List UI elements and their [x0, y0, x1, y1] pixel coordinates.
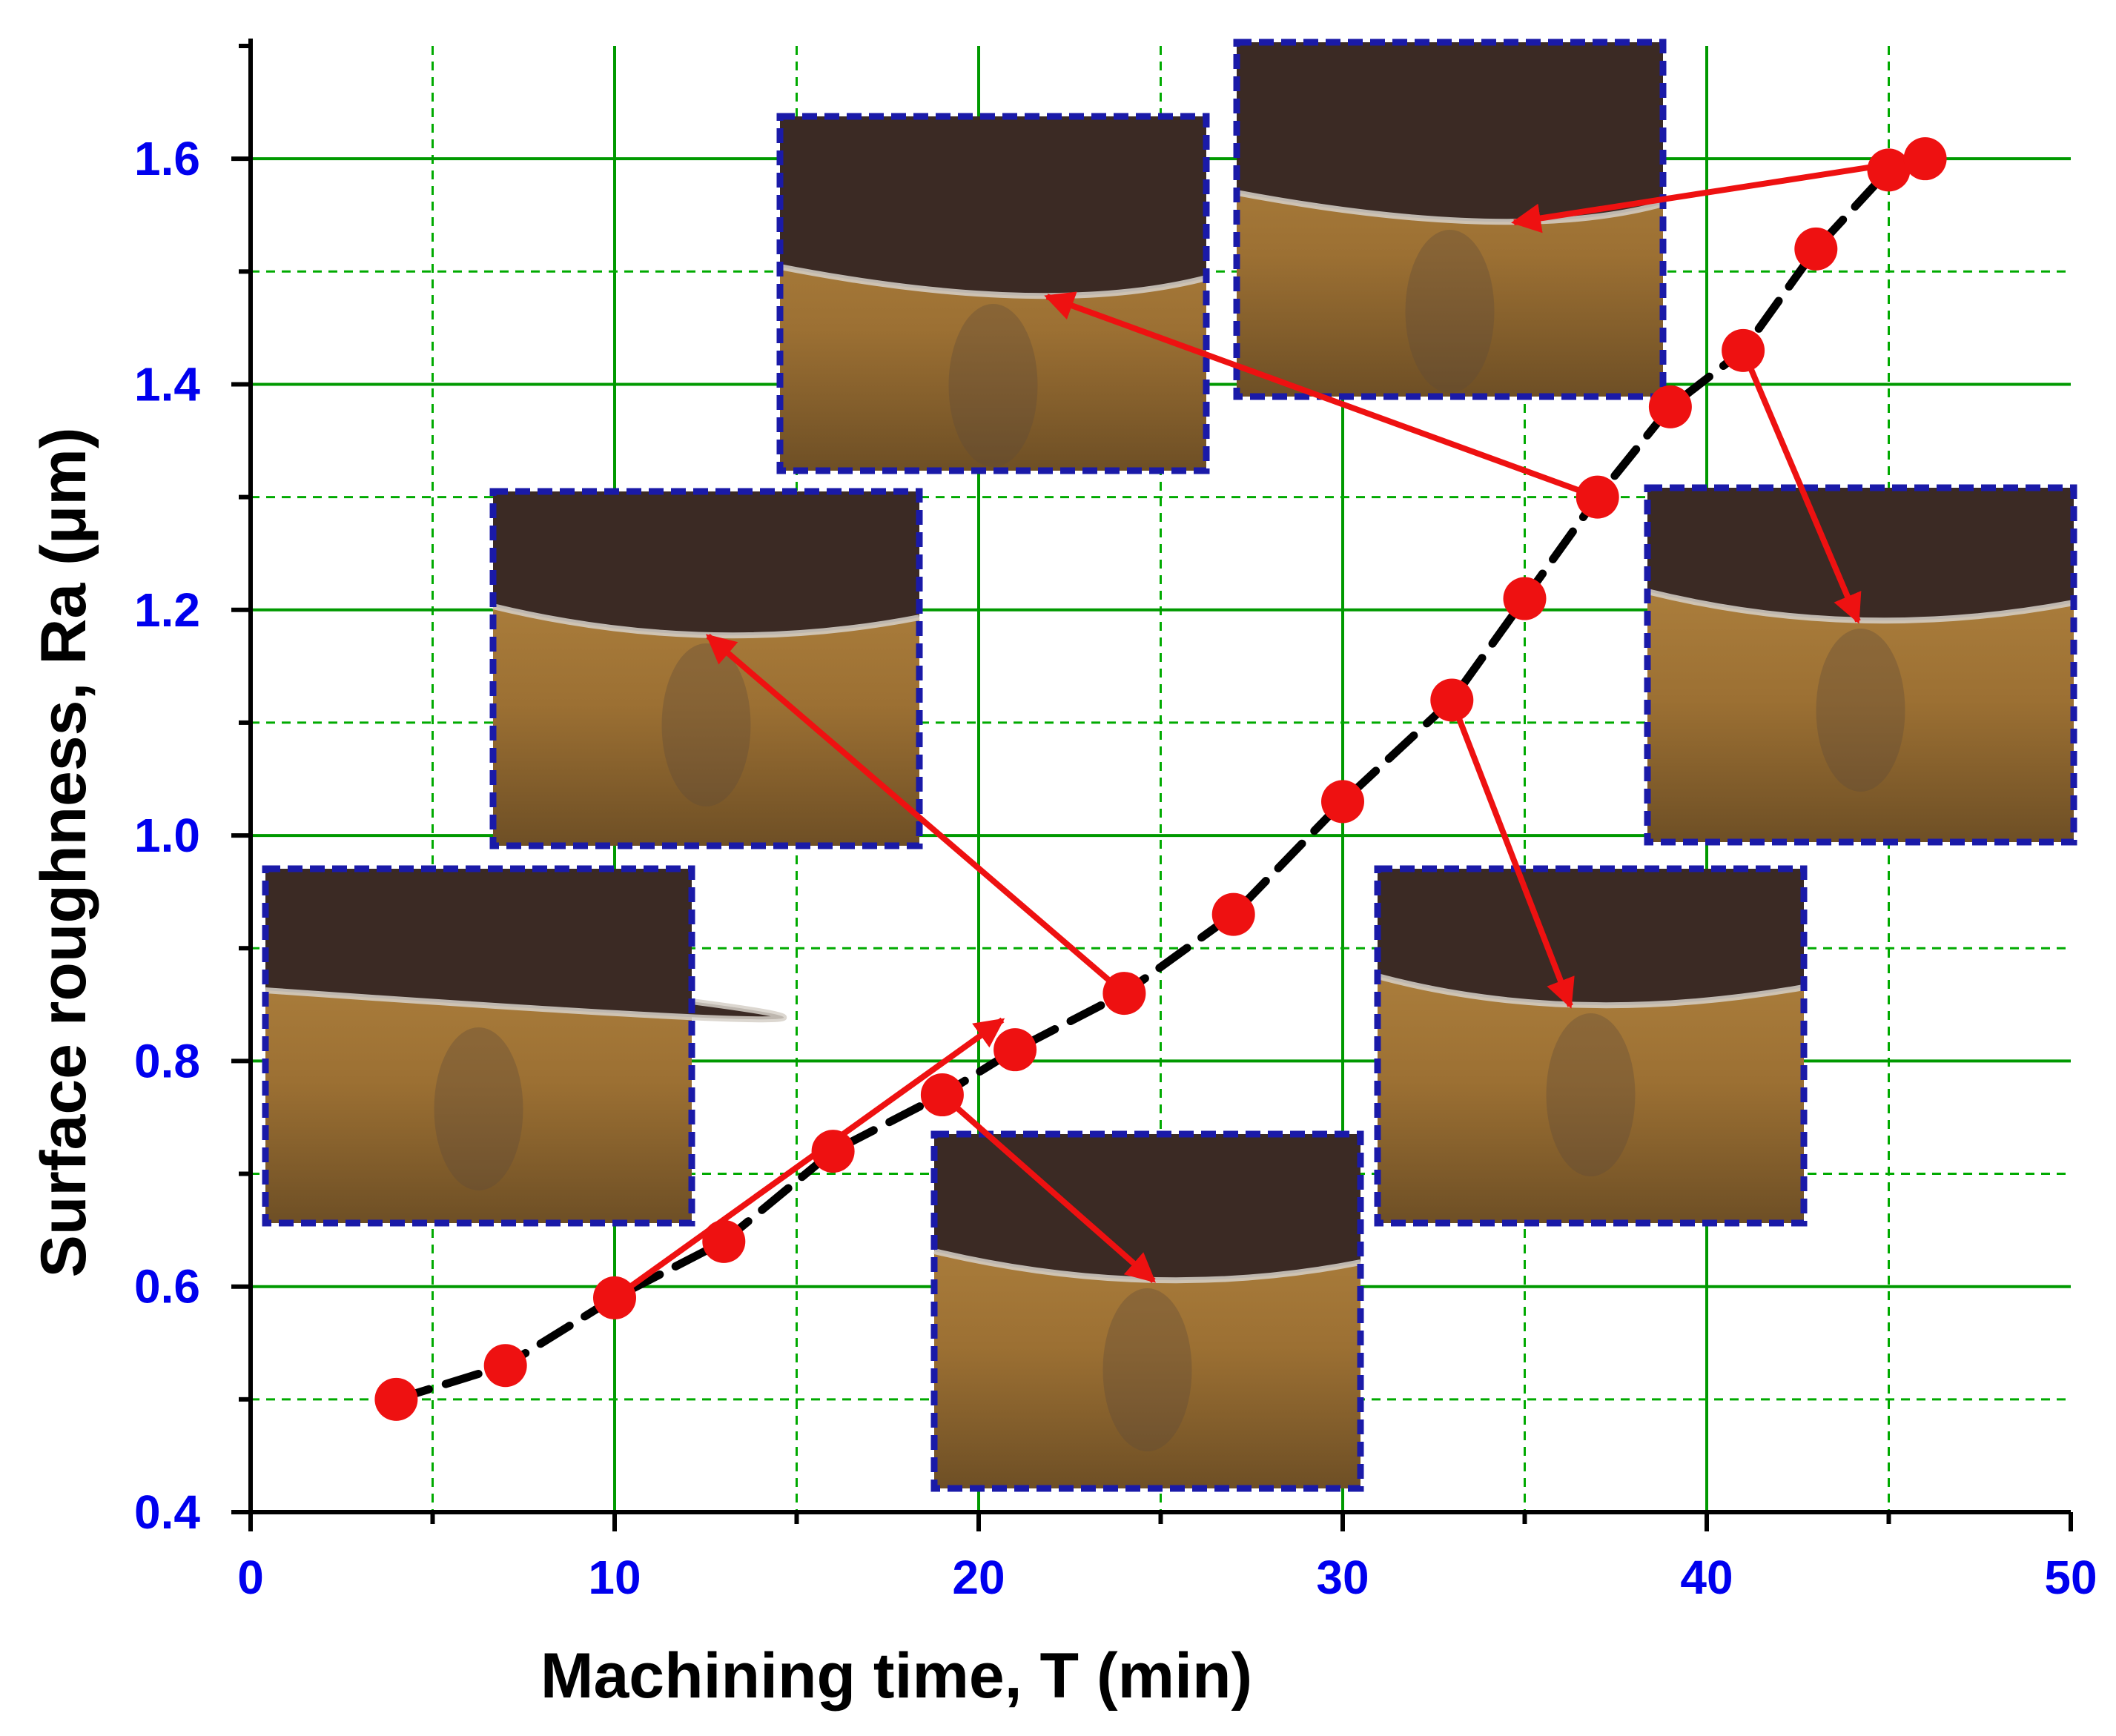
annotation-arrow	[705, 633, 1127, 996]
data-point	[593, 1276, 636, 1319]
data-point	[811, 1130, 855, 1173]
micrograph-inset-1	[262, 865, 787, 1227]
y-tick-label: 0.4	[134, 1485, 200, 1539]
micrograph-inset-3	[489, 488, 923, 849]
annotation-arrow	[1511, 156, 1926, 233]
y-tick-label: 1.6	[134, 132, 200, 185]
data-point	[1321, 780, 1364, 824]
x-axis-title: Machining time, T (min)	[540, 1640, 1252, 1712]
micrograph-inset-5	[776, 113, 1210, 474]
x-tick-label: 10	[588, 1551, 641, 1604]
x-tick-labels: 0 10 20 30 40 50	[237, 1551, 2097, 1604]
data-point	[702, 1219, 746, 1263]
data-point	[1430, 678, 1474, 722]
data-point	[1794, 227, 1838, 271]
annotation-arrow	[1449, 699, 1575, 1009]
axes	[231, 39, 2073, 1531]
data-point	[920, 1073, 964, 1117]
micrograph-inset-7	[1233, 39, 1667, 400]
x-tick-label: 0	[237, 1551, 264, 1604]
y-tick-label: 0.6	[134, 1260, 200, 1313]
annotation-arrows	[612, 156, 1926, 1301]
x-tick-label: 50	[2044, 1551, 2097, 1604]
micrograph-inset-6	[1644, 484, 2077, 846]
data-point	[1102, 972, 1146, 1016]
micrograph-inset-2	[930, 1130, 1364, 1492]
data-point	[483, 1344, 527, 1388]
data-point	[1903, 137, 1947, 181]
data-point	[374, 1377, 418, 1421]
annotation-arrow	[612, 1017, 1005, 1301]
x-tick-label: 30	[1316, 1551, 1369, 1604]
y-tick-label: 1.2	[134, 583, 200, 637]
annotation-arrow	[1740, 349, 1862, 624]
data-point	[1576, 475, 1619, 519]
y-tick-label: 1.4	[134, 357, 200, 411]
data-points	[374, 137, 1947, 1421]
x-tick-label: 40	[1680, 1551, 1733, 1604]
y-tick-label: 0.8	[134, 1034, 200, 1087]
data-point	[993, 1028, 1037, 1072]
micrograph-inset-4	[1374, 865, 1808, 1227]
data-point	[1503, 577, 1547, 620]
data-point	[1722, 328, 1765, 372]
y-tick-label: 1.0	[134, 809, 200, 862]
annotation-arrow	[940, 1093, 1157, 1284]
micrograph-insets	[262, 39, 2077, 1492]
data-point	[1648, 385, 1692, 428]
data-point	[1211, 892, 1255, 936]
y-tick-labels: 0.4 0.6 0.8 1.0 1.2 1.4 1.6	[134, 132, 200, 1539]
annotation-arrow	[1044, 291, 1599, 500]
x-tick-label: 20	[952, 1551, 1005, 1604]
y-axis-title: Surface roughness, Ra (μm)	[28, 428, 99, 1278]
data-point	[1867, 148, 1911, 192]
